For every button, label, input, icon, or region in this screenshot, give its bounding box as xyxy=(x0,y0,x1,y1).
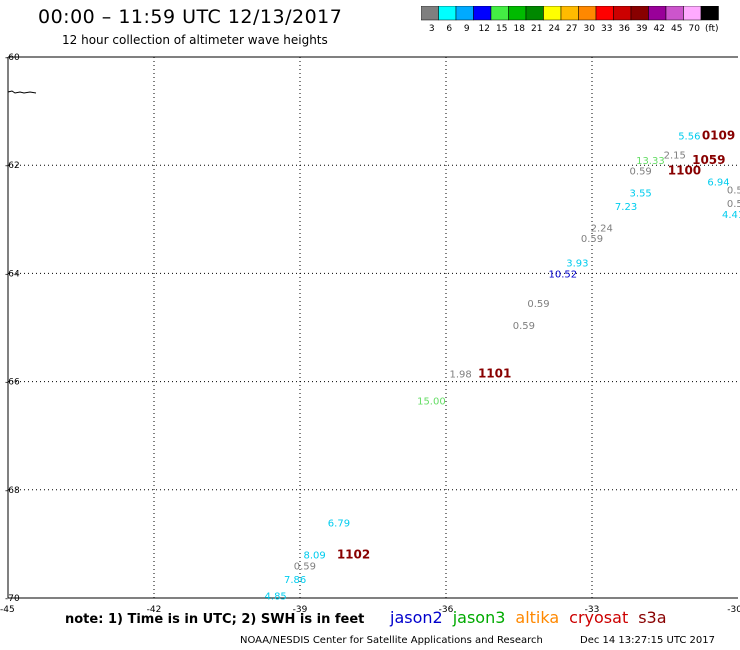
wave-height-label: 6.94 xyxy=(707,177,729,188)
wave-height-label: 1059 xyxy=(692,153,725,167)
y-edge-label-bottom: -70 xyxy=(5,594,20,604)
wave-height-label: 5.56 xyxy=(678,131,700,142)
wave-height-label: 0.59 xyxy=(727,199,740,210)
wave-height-label: 1100 xyxy=(668,164,701,178)
y-tick-label-1: -64 xyxy=(5,269,20,279)
wave-height-label: 10.52 xyxy=(548,269,577,280)
wave-height-label: 4.41 xyxy=(722,210,740,221)
wave-height-label: 3.55 xyxy=(630,188,652,199)
colorbar-label-15: 70 xyxy=(689,24,701,34)
wave-height-label: 4.85 xyxy=(265,591,287,602)
wave-height-label: 13.33 xyxy=(636,156,665,167)
chart-title: 00:00 – 11:59 UTC 12/13/2017 xyxy=(38,6,343,28)
colorbar-label-11: 36 xyxy=(619,24,631,34)
colorbar-label-8: 27 xyxy=(566,24,577,34)
legend-item-altika: altika xyxy=(515,608,560,627)
wave-height-label: 0.59 xyxy=(581,234,603,245)
colorbar-label-16: (ft) xyxy=(705,24,719,34)
colorbar-label-3: 12 xyxy=(479,24,490,34)
colorbar-label-14: 45 xyxy=(671,24,682,34)
wave-height-label: 6.79 xyxy=(328,518,350,529)
wave-height-label: 2.24 xyxy=(591,223,613,234)
wave-height-label: 2.15 xyxy=(664,150,686,161)
wave-height-label: 7.86 xyxy=(284,575,306,586)
colorbar-label-7: 24 xyxy=(549,24,561,34)
wave-height-label: 3.93 xyxy=(566,259,588,270)
wave-height-label: 8.09 xyxy=(303,551,325,562)
colorbar-label-9: 30 xyxy=(584,24,596,34)
colorbar-label-2: 9 xyxy=(464,24,470,34)
colorbar-label-13: 42 xyxy=(654,24,665,34)
wave-height-label: 15.00 xyxy=(417,397,446,408)
legend-item-jason2: jason2 xyxy=(390,608,443,627)
colorbar-label-6: 21 xyxy=(531,24,542,34)
colorbar-label-0: 3 xyxy=(429,24,435,34)
legend-item-cryosat: cryosat xyxy=(569,608,629,627)
x-tick-label-2: -36 xyxy=(439,605,454,615)
legend-item-s3a: s3a xyxy=(638,608,667,627)
credit-line: NOAA/NESDIS Center for Satellite Applica… xyxy=(240,635,543,646)
y-edge-label-top: -60 xyxy=(5,53,20,63)
wave-height-label: 0.59 xyxy=(527,299,549,310)
footnote: note: 1) Time is in UTC; 2) SWH is in fe… xyxy=(65,612,365,627)
satellite-legend: jason2 jason3 altika cryosat s3a xyxy=(390,608,677,627)
wave-height-label: 0.59 xyxy=(630,167,652,178)
wave-height-label: 1.98 xyxy=(449,369,471,380)
legend-item-jason3: jason3 xyxy=(452,608,506,627)
y-tick-label-3: -68 xyxy=(5,486,20,496)
y-tick-label-2: -66 xyxy=(5,378,20,388)
x-tick-label-1: -39 xyxy=(293,605,308,615)
colorbar-label-12: 39 xyxy=(636,24,648,34)
chart-subtitle: 12 hour collection of altimeter wave hei… xyxy=(62,33,328,47)
colorbar-swatch-16 xyxy=(700,6,719,21)
wave-height-label: 0.59 xyxy=(727,186,740,197)
wave-height-label: 1102 xyxy=(337,548,370,562)
x-tick-label-3: -33 xyxy=(585,605,600,615)
colorbar-label-4: 15 xyxy=(496,24,507,34)
colorbar-label-5: 18 xyxy=(514,24,526,34)
y-tick-label-0: -62 xyxy=(5,161,20,171)
wave-height-label: 0.59 xyxy=(294,562,316,573)
wave-height-label: 1101 xyxy=(478,366,511,380)
wave-height-label: 0.59 xyxy=(513,321,535,332)
wave-height-label: 7.23 xyxy=(615,202,637,213)
wave-height-label: 0109 xyxy=(702,128,735,142)
coastline-fragment xyxy=(7,90,37,94)
colorbar-label-1: 6 xyxy=(446,24,452,34)
generated-timestamp: Dec 14 13:27:15 UTC 2017 xyxy=(580,635,715,646)
x-tick-label-0: -42 xyxy=(147,605,162,615)
colorbar-label-10: 33 xyxy=(601,24,612,34)
x-edge-label-left: -45 xyxy=(0,605,15,615)
color-scale-bar: 3 6 9 12 15 18 21 24 27 30 33 36 39 42 45 70 (ft) xyxy=(421,6,719,34)
x-edge-label-right: -30 xyxy=(727,605,740,615)
wave-height-labels: 5.5601092.1513.3310590.5911006.940.593.5… xyxy=(265,128,740,602)
